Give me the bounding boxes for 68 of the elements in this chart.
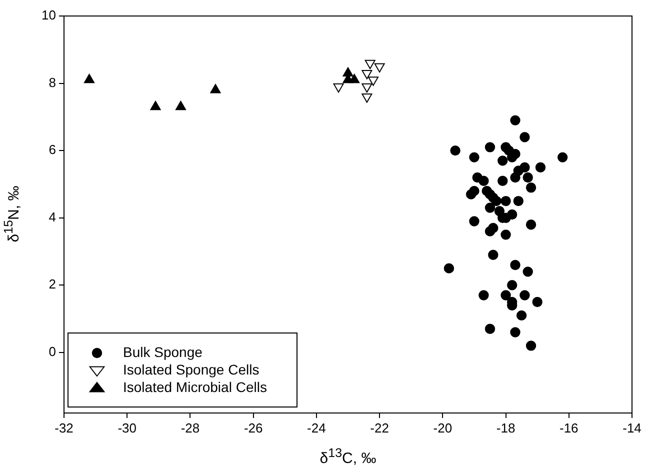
- point: [522, 172, 533, 183]
- point: [498, 156, 508, 166]
- point: [500, 230, 511, 240]
- point: [532, 296, 542, 308]
- point: [150, 100, 161, 110]
- point: [484, 324, 496, 334]
- point: [368, 76, 379, 86]
- point: [520, 132, 530, 142]
- point: [526, 219, 536, 230]
- point: [469, 216, 480, 226]
- x-tick-label: -20: [433, 420, 452, 436]
- point: [362, 70, 372, 80]
- x-tick-label: -16: [559, 420, 578, 436]
- point: [466, 189, 476, 200]
- x-tick-label: -14: [622, 420, 642, 436]
- x-tick-label: -28: [180, 420, 200, 436]
- point: [520, 290, 530, 300]
- point: [484, 226, 496, 236]
- point: [498, 176, 508, 186]
- point: [484, 142, 496, 152]
- point: [510, 172, 520, 183]
- point: [478, 176, 489, 186]
- point: [364, 60, 376, 70]
- point: [488, 250, 498, 260]
- point: [175, 100, 186, 110]
- point: [210, 84, 221, 94]
- y-tick-label: 2: [48, 276, 56, 292]
- point: [444, 263, 454, 274]
- y-tick-label: 0: [48, 344, 56, 360]
- legend-label: Isolated Sponge Cells: [123, 361, 260, 378]
- point: [484, 202, 496, 213]
- y-tick-label: 8: [48, 74, 56, 90]
- point: [510, 115, 520, 126]
- point: [333, 83, 344, 93]
- y-tick-label: 10: [42, 8, 56, 23]
- x-tick-label: -32: [54, 420, 74, 436]
- point: [349, 74, 360, 84]
- x-tick-label: -22: [370, 420, 389, 436]
- point: [500, 290, 511, 300]
- point: [362, 93, 372, 103]
- point: [342, 67, 354, 76]
- point: [450, 145, 460, 156]
- point: [526, 340, 536, 351]
- x-axis-title: δ$^{13}$C, ‰: [318, 446, 378, 467]
- point: [478, 290, 489, 300]
- y-tick-label: 4: [48, 209, 56, 224]
- point: [522, 266, 533, 277]
- x-tick-label: -24: [307, 420, 326, 436]
- point: [506, 280, 518, 290]
- point: [500, 196, 511, 206]
- x-tick-label: -26: [244, 420, 263, 436]
- point: [374, 63, 385, 72]
- point: [513, 196, 524, 206]
- point: [491, 196, 502, 206]
- point: [362, 83, 372, 93]
- x-tick-label: -18: [496, 420, 516, 436]
- legend-label: Isolated Microbial Cells: [123, 378, 267, 395]
- y-tick-label: 6: [48, 142, 56, 158]
- point: [526, 182, 536, 193]
- legend-label: Bulk Sponge: [123, 344, 203, 360]
- point: [557, 152, 568, 162]
- point: [84, 74, 95, 84]
- point: [510, 260, 520, 270]
- point: [516, 310, 527, 321]
- point: [535, 162, 546, 172]
- x-tick-label: -30: [118, 420, 137, 436]
- point: [469, 152, 480, 162]
- point: [510, 327, 520, 338]
